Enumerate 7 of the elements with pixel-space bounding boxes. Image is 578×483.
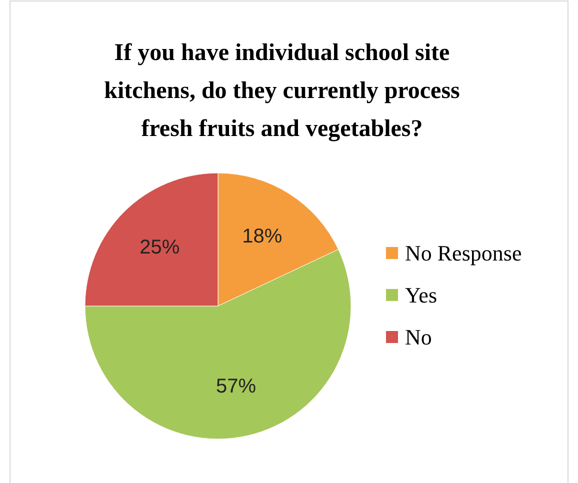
legend-label: No bbox=[405, 324, 432, 350]
legend-label: Yes bbox=[405, 282, 438, 308]
data-label: 57% bbox=[216, 375, 256, 398]
data-label: 25% bbox=[140, 236, 180, 259]
chart-title: If you have individual school site kitchens, do they currently process fresh fruits and vegetables? bbox=[104, 40, 460, 142]
legend-label: No Response bbox=[405, 240, 522, 266]
data-label: 18% bbox=[242, 225, 282, 248]
